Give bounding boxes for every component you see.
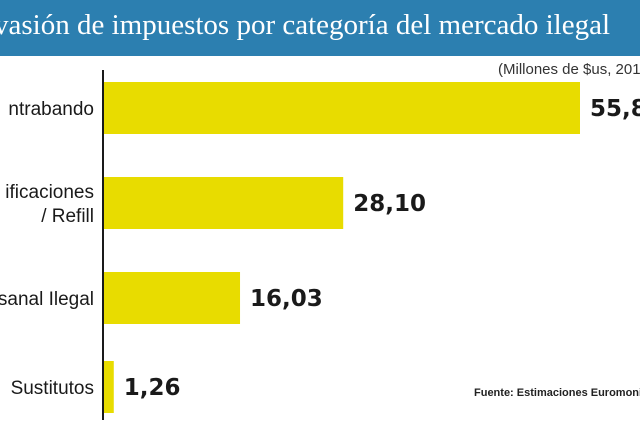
value-label-1: 28,10	[353, 191, 426, 217]
source-note: Fuente: Estimaciones Euromonito	[474, 387, 640, 399]
category-label-2-0: sanal Ilegal	[0, 289, 94, 310]
chart-title: vasión de impuestos por categoría del me…	[0, 9, 611, 41]
chart-subtitle: (Millones de $us, 201	[498, 61, 640, 78]
category-label-0-0: ntrabando	[8, 99, 94, 120]
category-label-1-0: ificaciones	[5, 182, 94, 203]
category-label-3-0: Sustitutos	[11, 378, 94, 399]
value-label-3: 1,26	[124, 375, 181, 401]
bar-0	[103, 82, 580, 134]
value-label-2: 16,03	[250, 286, 323, 312]
bar-3	[103, 361, 114, 413]
title-banner: vasión de impuestos por categoría del me…	[0, 0, 640, 56]
bar-2	[103, 272, 241, 324]
bar-1	[103, 177, 344, 229]
category-label-1-1: / Refill	[41, 206, 94, 227]
value-label-0: 55,8	[590, 96, 640, 122]
